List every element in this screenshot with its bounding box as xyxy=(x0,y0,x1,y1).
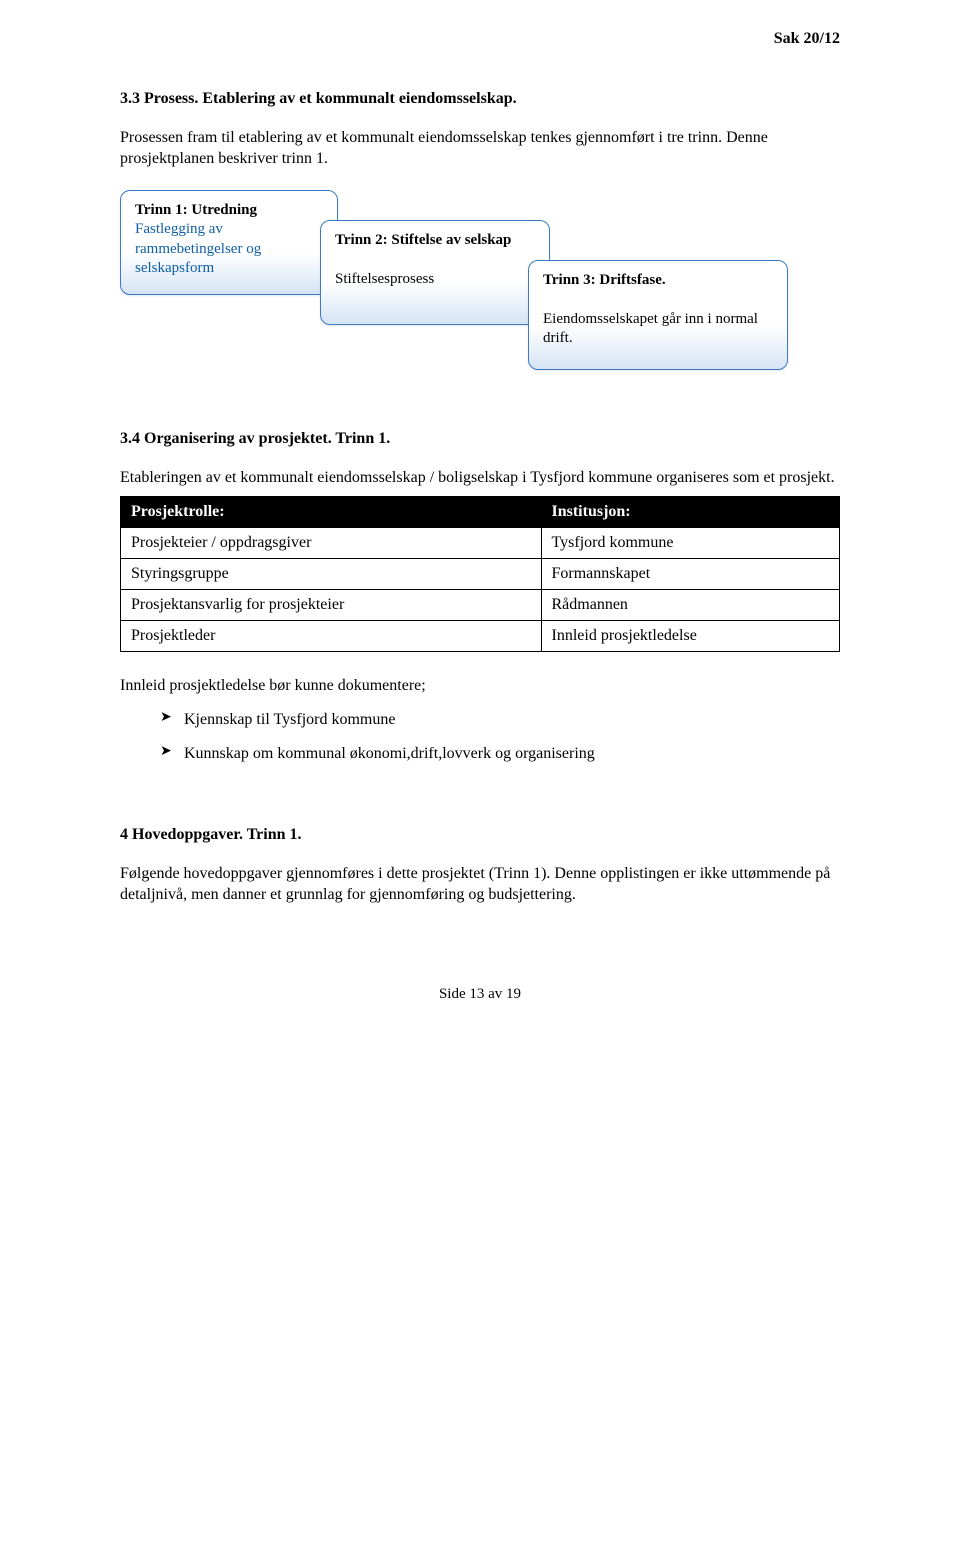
table-row: Styringsgruppe Formannskapet xyxy=(121,559,840,590)
list-item: Kunnskap om kommunal økonomi,drift,lovve… xyxy=(160,741,840,767)
list-item: Kjennskap til Tysfjord kommune xyxy=(160,707,840,733)
roles-table: Prosjektrolle: Institusjon: Prosjekteier… xyxy=(120,496,840,652)
table-cell: Formannskapet xyxy=(541,559,840,590)
table-header-row: Prosjektrolle: Institusjon: xyxy=(121,497,840,528)
section-4-body: Følgende hovedoppgaver gjennomføres i de… xyxy=(120,864,840,906)
table-cell: Prosjekteier / oppdragsgiver xyxy=(121,528,542,559)
section-3-3-title: 3.3 Prosess. Etablering av et kommunalt … xyxy=(120,90,840,108)
table-row: Prosjekteier / oppdragsgiver Tysfjord ko… xyxy=(121,528,840,559)
table-header-col1: Prosjektrolle: xyxy=(121,497,542,528)
section-3-3-intro: Prosessen fram til etablering av et komm… xyxy=(120,128,840,170)
header-sak: Sak 20/12 xyxy=(774,30,840,48)
table-cell: Rådmannen xyxy=(541,590,840,621)
table-cell: Styringsgruppe xyxy=(121,559,542,590)
table-cell: Prosjektansvarlig for prosjekteier xyxy=(121,590,542,621)
table-cell: Prosjektleder xyxy=(121,621,542,652)
table-row: Prosjektleder Innleid prosjektledelse xyxy=(121,621,840,652)
trinn-3-sub: Eiendomsselskapet går inn i normal drift… xyxy=(543,311,758,347)
section-3-4-title: 3.4 Organisering av prosjektet. Trinn 1. xyxy=(120,430,840,448)
table-cell: Innleid prosjektledelse xyxy=(541,621,840,652)
section-4-title: 4 Hovedoppgaver. Trinn 1. xyxy=(120,826,840,844)
trinn-2-sub: Stiftelsesprosess xyxy=(335,271,434,287)
trinn-box-2: Trinn 2: Stiftelse av selskap Stiftelses… xyxy=(320,220,550,325)
trinn-2-title: Trinn 2: Stiftelse av selskap xyxy=(335,231,535,251)
list-intro: Innleid prosjektledelse bør kunne dokume… xyxy=(120,676,840,697)
bullet-list: Kjennskap til Tysfjord kommune Kunnskap … xyxy=(160,707,840,766)
trinn-box-3: Trinn 3: Driftsfase. Eiendomsselskapet g… xyxy=(528,260,788,370)
trinn-diagram: Trinn 1: Utredning Fastlegging av rammeb… xyxy=(120,190,840,390)
trinn-3-title: Trinn 3: Driftsfase. xyxy=(543,271,773,291)
table-header-col2: Institusjon: xyxy=(541,497,840,528)
trinn-box-1: Trinn 1: Utredning Fastlegging av rammeb… xyxy=(120,190,338,295)
table-row: Prosjektansvarlig for prosjekteier Rådma… xyxy=(121,590,840,621)
section-3-4-intro: Etableringen av et kommunalt eiendomssel… xyxy=(120,468,840,489)
page: Sak 20/12 3.3 Prosess. Etablering av et … xyxy=(0,0,960,1043)
trinn-1-sub: Fastlegging av rammebetingelser og selsk… xyxy=(135,221,261,276)
trinn-1-title: Trinn 1: Utredning xyxy=(135,201,323,221)
page-footer: Side 13 av 19 xyxy=(120,986,840,1003)
table-cell: Tysfjord kommune xyxy=(541,528,840,559)
